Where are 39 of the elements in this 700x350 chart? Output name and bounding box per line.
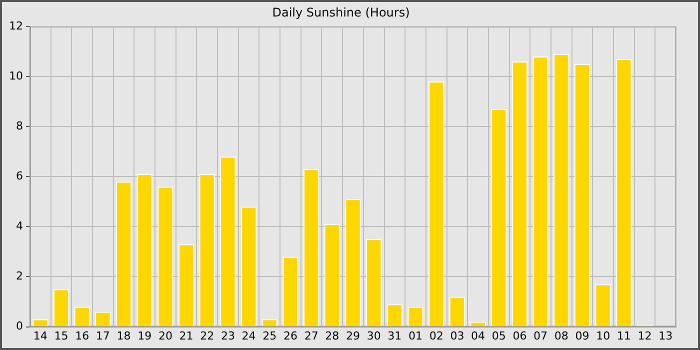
x-tick-label: 25 (262, 329, 277, 342)
x-tick-label: 26 (283, 329, 298, 342)
x-tick-label: 21 (179, 329, 194, 342)
x-tick-label: 14 (33, 329, 48, 342)
x-tick-label: 29 (346, 329, 360, 342)
x-tick-label: 24 (242, 329, 256, 342)
x-tick-label: 05 (492, 329, 506, 342)
x-tick-label: 19 (138, 329, 152, 342)
x-tick-label: 23 (220, 329, 235, 342)
x-tick-label: 11 (616, 329, 631, 342)
x-tick-label: 10 (596, 329, 610, 342)
x-tick-label: 27 (304, 329, 318, 342)
x-tick-label: 01 (408, 329, 423, 342)
x-tick-label: 09 (575, 329, 590, 342)
y-tick-label: 10 (8, 69, 23, 82)
x-tick-label: 16 (75, 329, 90, 342)
x-tick-label: 08 (554, 329, 568, 342)
y-tick-label: 0 (16, 320, 23, 333)
x-tick-label: 07 (534, 329, 548, 342)
chart-title: Daily Sunshine (Hours) (272, 5, 410, 20)
x-tick-label: 06 (512, 329, 527, 342)
x-tick-label: 31 (388, 329, 402, 342)
x-tick-label: 18 (116, 329, 131, 342)
y-tick-label: 12 (8, 19, 23, 32)
x-tick-label: 02 (429, 329, 444, 342)
y-tick-label: 2 (16, 270, 23, 283)
x-tick-label: 15 (54, 329, 68, 342)
x-tick-label: 22 (200, 329, 214, 342)
y-tick-label: 4 (16, 220, 23, 233)
x-tick-label: 20 (158, 329, 172, 342)
x-tick-label: 13 (658, 329, 673, 342)
x-tick-label: 04 (471, 329, 486, 342)
x-tick-label: 30 (366, 329, 381, 342)
x-tick-label: 03 (450, 329, 464, 342)
y-tick-label: 8 (16, 119, 23, 132)
x-tick-label: 28 (325, 329, 340, 342)
x-tick-label: 12 (638, 329, 652, 342)
x-tick-label: 17 (96, 329, 110, 342)
y-tick-label: 6 (16, 169, 23, 182)
